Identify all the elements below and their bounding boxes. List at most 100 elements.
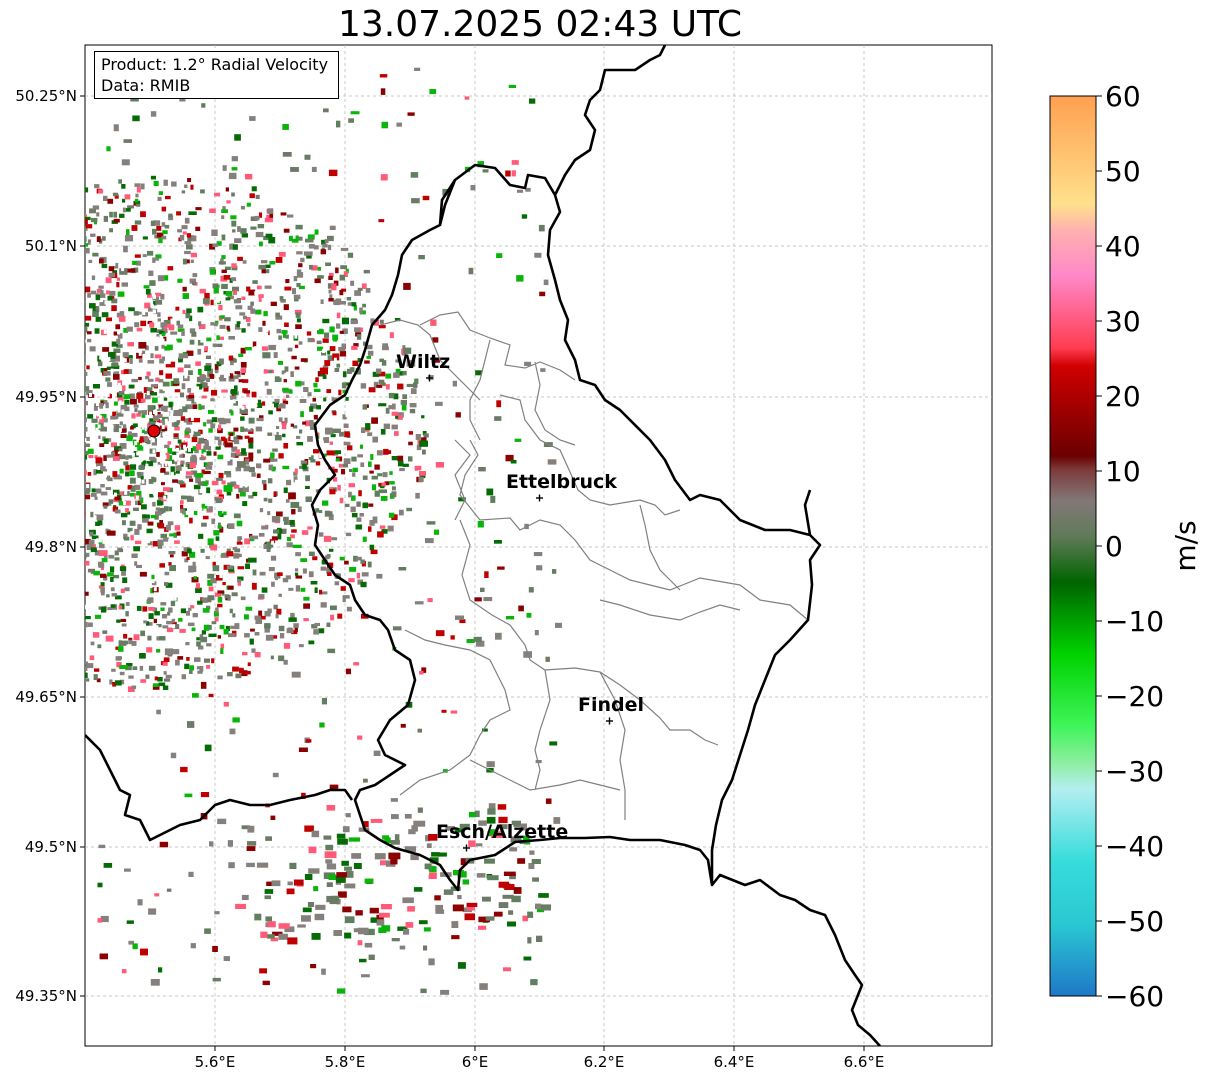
radar-echo [50,612,56,618]
radar-echo [4,481,7,485]
radar-echo [136,393,144,399]
radar-echo [66,265,70,271]
radar-echo [10,298,13,304]
radar-echo [377,531,384,538]
radar-echo [134,322,140,328]
radar-echo [403,928,410,935]
radar-echo [13,242,20,247]
radar-echo [534,630,539,636]
radar-echo [167,266,174,271]
radar-echo [178,450,182,455]
radar-echo [354,327,361,332]
radar-echo [46,563,49,567]
radar-echo [2,335,7,341]
radar-echo [189,517,193,524]
radar-echo [226,548,231,553]
radar-echo [228,570,235,574]
radar-echo [164,328,168,334]
radar-echo [258,294,264,298]
radar-echo [296,269,302,275]
radar-echo [283,228,290,233]
radar-echo [156,336,160,341]
radar-echo [286,475,289,480]
radar-echo [457,962,466,969]
radar-echo [125,508,129,513]
radar-echo [42,346,47,349]
radar-echo [362,502,369,509]
radar-echo [112,489,120,495]
radar-echo [136,327,143,332]
radar-echo [33,407,39,412]
radar-echo [202,298,210,304]
radar-echo [371,475,378,480]
radar-echo [298,263,303,268]
radar-echo [360,559,365,564]
radar-echo [22,351,27,356]
radar-echo [93,406,98,411]
city-label-esch-alzette: Esch/Alzette [436,821,569,843]
radar-echo [135,540,142,545]
radar-echo [290,612,295,619]
radar-echo [147,293,152,298]
radar-echo [155,300,163,305]
radar-echo [0,640,3,645]
radar-echo [498,816,508,824]
radar-echo [278,593,282,597]
radar-echo [76,613,82,618]
radar-echo [138,478,141,483]
radar-echo [12,304,18,308]
radar-echo [23,577,29,582]
radar-echo [159,520,163,524]
radar-echo [94,668,100,672]
radar-echo [168,539,172,544]
radar-echo [289,389,293,394]
radar-echo [264,264,271,268]
radar-echo [524,361,532,366]
radar-echo [274,435,282,441]
radar-echo [234,385,238,391]
radar-echo [399,945,406,950]
radar-echo [85,616,91,620]
radar-echo [56,327,62,331]
radar-echo [53,435,58,440]
radar-echo [286,479,292,486]
radar-echo [234,623,240,630]
radar-echo [220,643,225,649]
city-label-wiltz: Wiltz [396,351,451,373]
radar-echo [160,459,163,464]
radar-echo [405,922,414,928]
radar-echo [44,624,51,629]
radar-echo [225,297,231,301]
radar-echo [123,406,130,412]
radar-echo [163,487,170,492]
radar-echo [268,498,273,503]
radar-echo [219,412,223,417]
radar-echo [237,226,241,232]
radar-echo [177,461,181,466]
radar-echo [376,919,385,926]
radar-echo [39,450,46,453]
radar-echo [419,670,424,675]
radar-echo [252,569,257,576]
radar-echo [496,400,502,408]
radar-echo [325,427,333,435]
radar-echo [116,338,121,344]
radar-echo [290,371,294,377]
radar-echo [148,613,154,619]
radar-echo [7,345,12,349]
radar-echo [313,245,319,250]
radar-echo [246,393,250,397]
radar-echo [410,854,419,861]
radar-echo [191,331,197,337]
radar-echo [200,681,207,689]
radar-echo [327,648,336,654]
radar-echo [383,448,389,455]
radar-echo [1,439,4,443]
radar-echo [285,499,290,503]
radar-echo [235,449,240,455]
radar-echo [117,498,122,503]
radar-echo [237,579,242,583]
radar-echo [73,353,79,358]
radar-echo [90,511,94,518]
radar-echo [259,968,267,974]
